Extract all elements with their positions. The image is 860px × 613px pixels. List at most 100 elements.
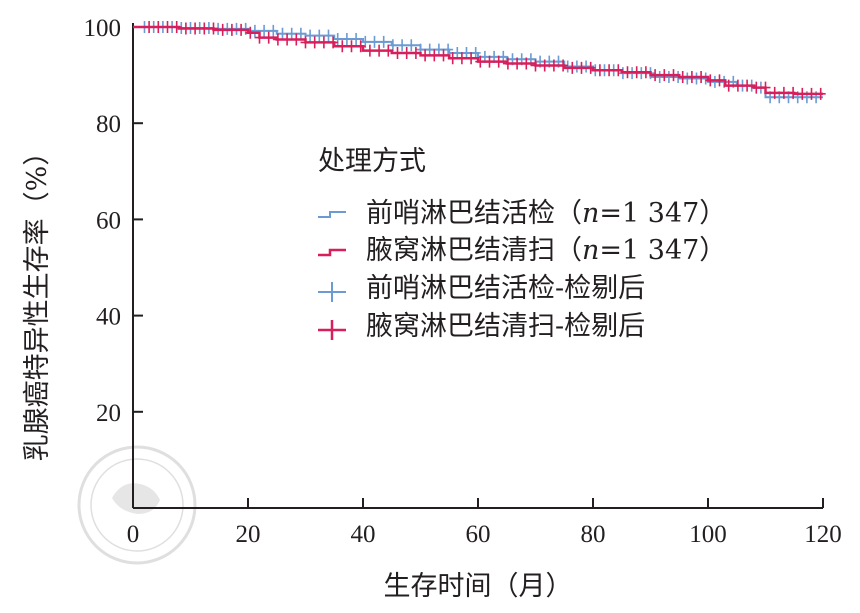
y-tick-label: 100 xyxy=(84,15,122,42)
censor-mark xyxy=(351,33,362,46)
svg-text:腋窝淋巴结清扫（n=1 347）: 腋窝淋巴结清扫（n=1 347） xyxy=(366,235,726,266)
censor-mark xyxy=(456,52,467,65)
censor-mark xyxy=(397,39,408,52)
censor-mark xyxy=(291,33,302,46)
censor-mark xyxy=(180,22,191,35)
legend-n-value-slnb: =1 347） xyxy=(599,198,726,229)
censor-mark xyxy=(742,79,753,92)
censor-mark xyxy=(268,24,279,37)
censor-mark xyxy=(406,39,417,52)
legend: 处理方式 前哨淋巴结活检（n=1 347） 腋窝淋巴结清扫（n=1 347） 前… xyxy=(318,146,726,342)
y-tick-label: 60 xyxy=(96,207,121,234)
censor-mark xyxy=(567,61,578,74)
censor-mark xyxy=(604,64,615,77)
censor-mark xyxy=(410,46,421,59)
censor-mark xyxy=(622,66,633,79)
legend-label-slnb-censored: 前哨淋巴结活检-检剔后 xyxy=(366,273,645,304)
censor-mark xyxy=(631,66,642,79)
censor-mark xyxy=(447,52,458,65)
censor-mark xyxy=(378,35,389,48)
censor-mark xyxy=(475,55,486,68)
x-tick-label: 60 xyxy=(466,521,491,548)
y-axis-ticks: 20 40 60 80 100 xyxy=(84,15,143,427)
censor-mark xyxy=(217,23,228,36)
legend-item-slnb-censored: 前哨淋巴结活检-检剔后 xyxy=(318,273,645,304)
censor-mark xyxy=(443,43,454,56)
censor-mark xyxy=(581,60,592,73)
censor-mark xyxy=(594,64,605,77)
legend-label-alnd-censored: 腋窝淋巴结清扫-检剔后 xyxy=(366,311,645,342)
censor-mark xyxy=(305,29,316,42)
censor-mark xyxy=(723,79,734,92)
y-axis-title: 乳腺癌特异性生存率（%） xyxy=(22,139,53,462)
censor-mark xyxy=(654,71,665,84)
censor-mark xyxy=(512,57,523,70)
legend-item-slnb: 前哨淋巴结活检（n=1 347） xyxy=(318,198,726,229)
censor-mark xyxy=(709,75,720,88)
censor-mark xyxy=(429,49,440,62)
legend-label-slnb: 前哨淋巴结活检（ xyxy=(366,198,582,229)
censor-mark xyxy=(677,71,688,84)
censor-mark xyxy=(259,24,270,37)
censor-mark xyxy=(420,49,431,62)
censor-mark xyxy=(355,40,366,53)
legend-item-alnd-censored: 腋窝淋巴结清扫-检剔后 xyxy=(318,311,645,342)
legend-item-alnd: 腋窝淋巴结清扫（n=1 347） xyxy=(318,235,726,266)
survival-curves xyxy=(133,21,826,104)
censor-mark xyxy=(705,74,716,87)
censor-mark xyxy=(162,21,173,33)
censor-mark xyxy=(272,33,283,46)
watermark-seal xyxy=(77,445,197,565)
censor-mark xyxy=(521,57,532,70)
censor-mark xyxy=(760,81,771,94)
censor-mark xyxy=(364,44,375,57)
censor-mark xyxy=(571,60,582,73)
censor-mark xyxy=(346,40,357,53)
censor-mark xyxy=(226,23,237,36)
censor-mark xyxy=(245,26,256,39)
censor-mark xyxy=(263,31,274,44)
censor-mark xyxy=(318,36,329,49)
censor-mark xyxy=(668,69,679,82)
x-tick-label: 40 xyxy=(351,521,376,548)
censor-mark xyxy=(369,35,380,48)
censor-mark xyxy=(714,74,725,87)
x-axis-ticks: 0 20 40 60 80 100 120 xyxy=(127,498,842,548)
x-tick-label: 20 xyxy=(236,521,261,548)
censor-mark xyxy=(392,46,403,59)
legend-label-alnd: 腋窝淋巴结清扫（ xyxy=(366,235,582,266)
series-1 xyxy=(133,21,826,100)
legend-censor-icon-alnd xyxy=(318,320,346,340)
censor-mark xyxy=(337,40,348,53)
censor-mark xyxy=(295,27,306,40)
censor-mark xyxy=(732,79,743,92)
legend-n-alnd: n xyxy=(582,235,599,266)
censor-mark xyxy=(470,46,481,59)
censor-mark xyxy=(323,29,334,42)
legend-step-icon-slnb xyxy=(318,211,346,218)
censor-mark xyxy=(466,52,477,65)
censor-mark xyxy=(374,44,385,57)
censor-mark xyxy=(530,59,541,72)
censor-mark xyxy=(663,71,674,84)
censor-mark xyxy=(171,21,182,33)
legend-n-slnb: n xyxy=(582,198,599,229)
censor-mark xyxy=(815,87,826,100)
censor-mark xyxy=(576,61,587,74)
censor-mark xyxy=(199,22,210,35)
censor-mark xyxy=(309,36,320,49)
censor-mark xyxy=(249,24,260,37)
censor-mark xyxy=(659,69,670,82)
censor-mark xyxy=(650,69,661,82)
censor-mark xyxy=(208,22,219,35)
censor-mark xyxy=(691,72,702,85)
x-tick-label: 80 xyxy=(581,521,606,548)
legend-censor-icon-slnb xyxy=(318,282,346,302)
censor-mark xyxy=(254,31,265,44)
censor-mark xyxy=(144,21,155,33)
legend-step-icon-alnd xyxy=(318,248,346,257)
censor-mark xyxy=(640,66,651,79)
x-axis-title: 生存时间（月） xyxy=(384,571,573,602)
censor-mark xyxy=(484,55,495,68)
svg-text:前哨淋巴结活检（n=1 347）: 前哨淋巴结活检（n=1 347） xyxy=(366,198,726,229)
